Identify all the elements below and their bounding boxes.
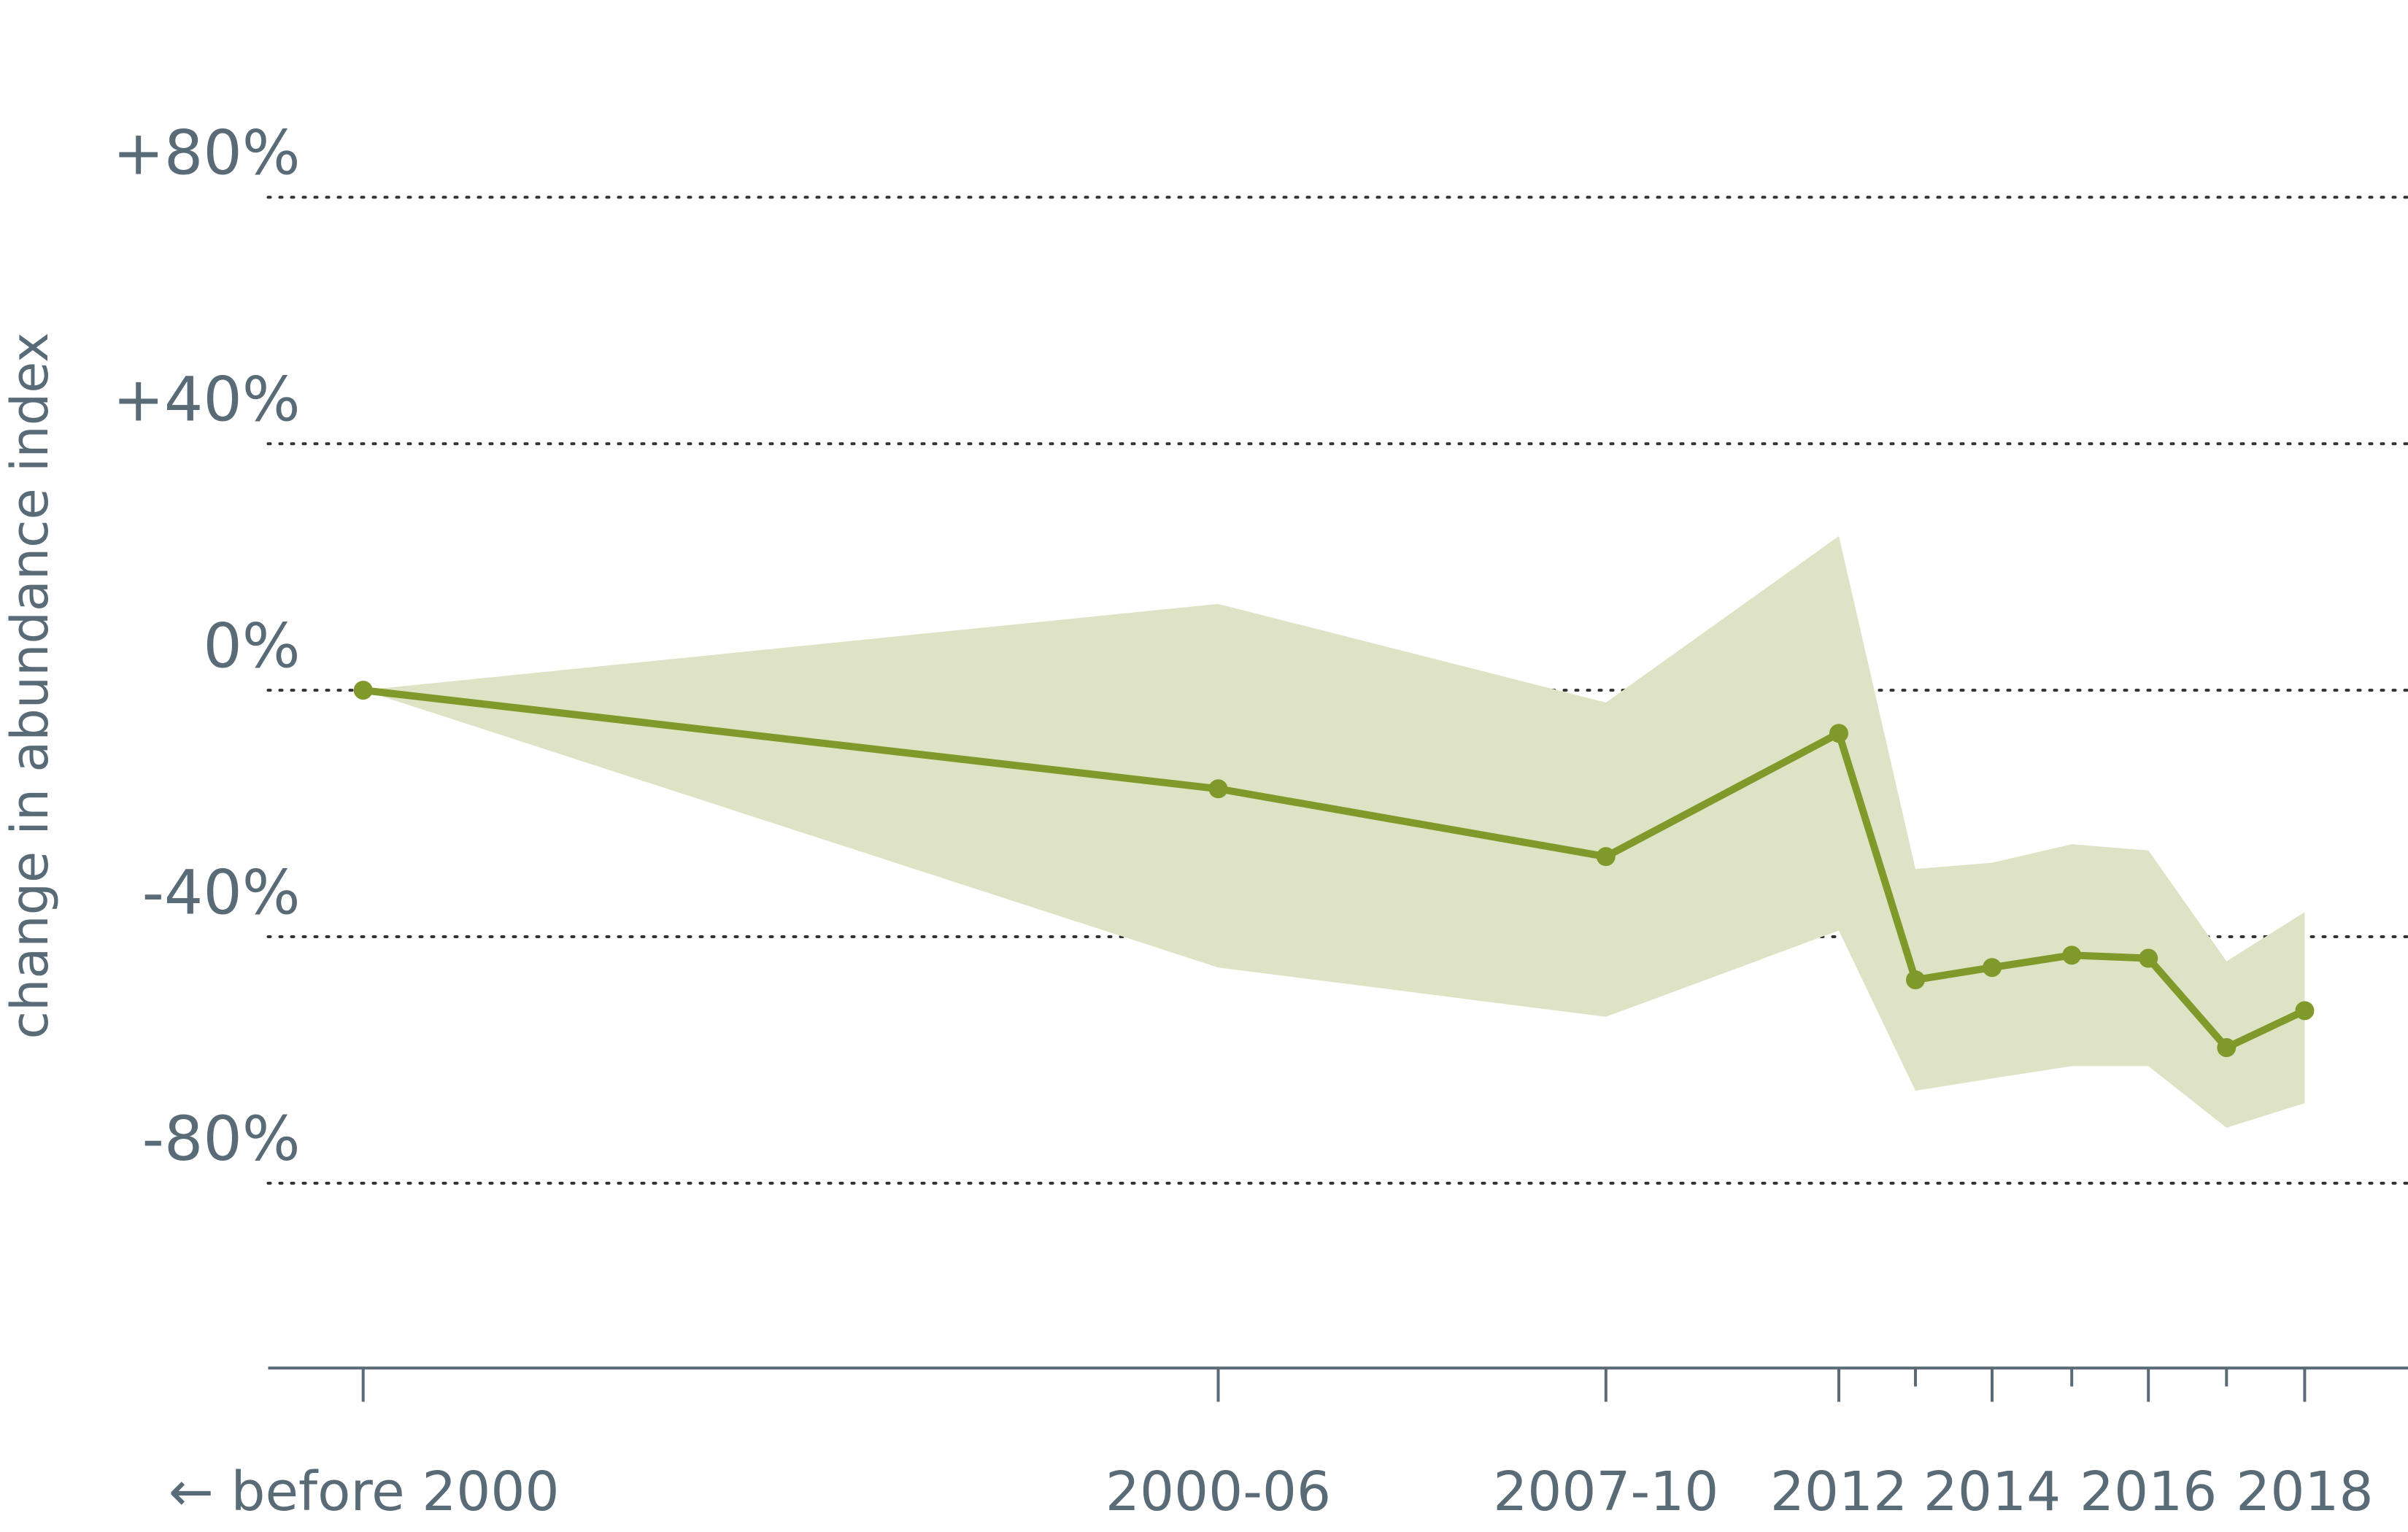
x-tick-label: 2000-06 xyxy=(1105,1461,1331,1523)
data-point xyxy=(2295,1001,2315,1021)
x-tick-label: ← before 2000 xyxy=(169,1461,560,1523)
x-tick-label: 2014 xyxy=(1923,1461,2061,1523)
y-axis-label: change in abundance index xyxy=(0,333,60,1040)
x-tick-label: 2007-10 xyxy=(1493,1461,1718,1523)
x-tick-label: 2016 xyxy=(2080,1461,2217,1523)
y-tick-label: 0% xyxy=(203,610,300,681)
x-tick-label: 2012 xyxy=(1770,1461,1907,1523)
data-point xyxy=(1983,958,2002,978)
y-tick-label: -80% xyxy=(142,1103,301,1175)
data-point xyxy=(1596,847,1616,867)
y-tick-label: +80% xyxy=(113,117,301,189)
data-point xyxy=(1208,779,1228,799)
data-point xyxy=(2062,945,2082,965)
data-point xyxy=(2217,1038,2237,1058)
x-tick-label: 2018 xyxy=(2236,1461,2373,1523)
y-tick-label: -40% xyxy=(142,856,301,928)
y-tick-label: +40% xyxy=(113,364,301,436)
data-point xyxy=(2139,948,2158,968)
data-point xyxy=(1906,970,1925,990)
confidence-band xyxy=(363,535,2305,1128)
trend-line xyxy=(363,686,2307,1052)
data-point xyxy=(1829,724,1848,743)
data-point xyxy=(353,681,373,700)
